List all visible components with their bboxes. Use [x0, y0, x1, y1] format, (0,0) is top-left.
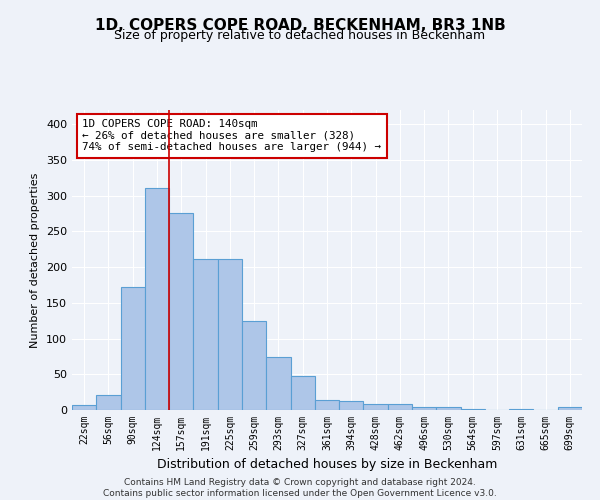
Bar: [218, 260, 242, 410]
Bar: [145, 188, 169, 410]
X-axis label: Distribution of detached houses by size in Beckenham: Distribution of detached houses by size …: [157, 458, 497, 471]
Bar: [388, 404, 412, 410]
Bar: [169, 213, 193, 410]
Bar: [193, 260, 218, 410]
Text: 1D, COPERS COPE ROAD, BECKENHAM, BR3 1NB: 1D, COPERS COPE ROAD, BECKENHAM, BR3 1NB: [95, 18, 505, 32]
Bar: [96, 395, 121, 410]
Bar: [290, 376, 315, 410]
Text: 1D COPERS COPE ROAD: 140sqm
← 26% of detached houses are smaller (328)
74% of se: 1D COPERS COPE ROAD: 140sqm ← 26% of det…: [82, 119, 381, 152]
Bar: [558, 407, 582, 410]
Bar: [266, 357, 290, 410]
Y-axis label: Number of detached properties: Number of detached properties: [31, 172, 40, 348]
Bar: [315, 400, 339, 410]
Bar: [364, 404, 388, 410]
Bar: [461, 408, 485, 410]
Bar: [242, 320, 266, 410]
Text: Contains HM Land Registry data © Crown copyright and database right 2024.
Contai: Contains HM Land Registry data © Crown c…: [103, 478, 497, 498]
Bar: [72, 405, 96, 410]
Bar: [121, 287, 145, 410]
Bar: [436, 407, 461, 410]
Text: Size of property relative to detached houses in Beckenham: Size of property relative to detached ho…: [115, 29, 485, 42]
Bar: [339, 402, 364, 410]
Bar: [412, 407, 436, 410]
